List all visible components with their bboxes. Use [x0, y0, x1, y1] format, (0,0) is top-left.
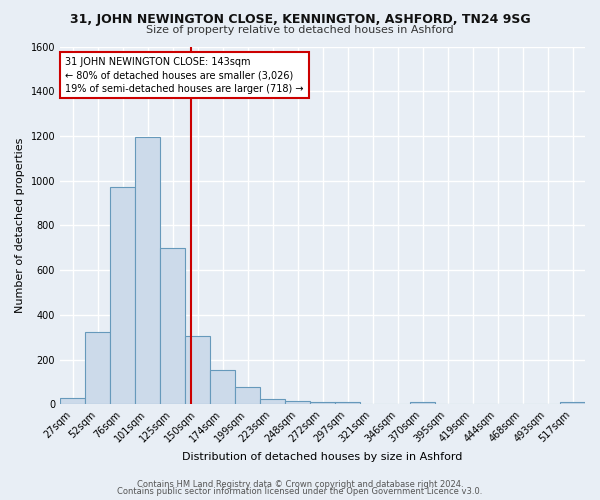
Y-axis label: Number of detached properties: Number of detached properties [15, 138, 25, 313]
Bar [211, 370, 235, 404]
Bar [310, 402, 335, 404]
Bar [235, 387, 260, 404]
Text: Size of property relative to detached houses in Ashford: Size of property relative to detached ho… [146, 25, 454, 35]
Text: Contains public sector information licensed under the Open Government Licence v3: Contains public sector information licen… [118, 488, 482, 496]
Bar [410, 402, 434, 404]
Bar [335, 402, 359, 404]
Bar [136, 137, 160, 404]
Bar [85, 332, 110, 404]
Bar [61, 398, 85, 404]
Text: Contains HM Land Registry data © Crown copyright and database right 2024.: Contains HM Land Registry data © Crown c… [137, 480, 463, 489]
Text: 31, JOHN NEWINGTON CLOSE, KENNINGTON, ASHFORD, TN24 9SG: 31, JOHN NEWINGTON CLOSE, KENNINGTON, AS… [70, 12, 530, 26]
Bar [160, 248, 185, 404]
Bar [260, 398, 284, 404]
Bar [560, 402, 584, 404]
Text: 31 JOHN NEWINGTON CLOSE: 143sqm
← 80% of detached houses are smaller (3,026)
19%: 31 JOHN NEWINGTON CLOSE: 143sqm ← 80% of… [65, 57, 304, 94]
X-axis label: Distribution of detached houses by size in Ashford: Distribution of detached houses by size … [182, 452, 463, 462]
Bar [185, 336, 209, 404]
Bar [286, 401, 310, 404]
Bar [110, 188, 134, 404]
